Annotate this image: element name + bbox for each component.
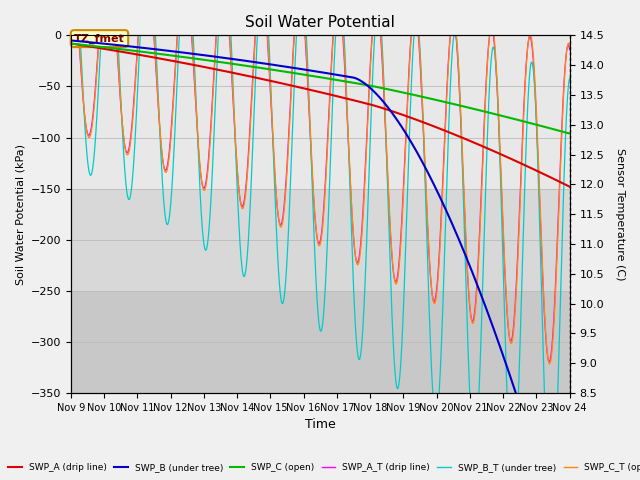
Bar [71,291,570,393]
Text: TZ_fmet: TZ_fmet [74,34,125,44]
Bar [71,189,570,291]
Y-axis label: Soil Water Potential (kPa): Soil Water Potential (kPa) [15,144,25,285]
X-axis label: Time: Time [305,419,335,432]
Y-axis label: Sensor Temperature (C): Sensor Temperature (C) [615,148,625,280]
Title: Soil Water Potential: Soil Water Potential [245,15,395,30]
Bar [71,36,570,189]
Legend: SWP_A (drip line), SWP_B (under tree), SWP_C (open), SWP_A_T (drip line), SWP_B_: SWP_A (drip line), SWP_B (under tree), S… [4,459,640,476]
